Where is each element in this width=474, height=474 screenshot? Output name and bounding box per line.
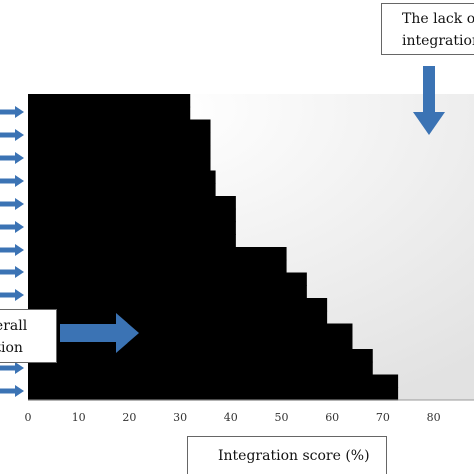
annotation-lack-line-1: The lack o	[402, 11, 474, 27]
bar-row	[28, 387, 399, 401]
x-tick-label: 20	[122, 411, 136, 424]
left-arrow-markers	[0, 106, 24, 397]
bar-row	[28, 298, 328, 312]
left-arrow-icon	[0, 175, 24, 187]
bar-row	[28, 106, 191, 121]
bar-row	[28, 196, 236, 210]
left-arrow-icon	[0, 385, 24, 397]
left-arrow-icon	[0, 244, 24, 256]
x-tick-label: 50	[275, 411, 289, 424]
left-arrow-icon	[0, 152, 24, 164]
left-arrow-icon	[0, 106, 24, 118]
x-tick-label: 70	[376, 411, 390, 424]
bar-row	[28, 145, 211, 159]
annotation-lack-of-integration: The lack o integration	[381, 3, 474, 55]
bar-row	[28, 310, 328, 325]
x-tick-label: 40	[224, 411, 238, 424]
left-arrow-icon	[0, 221, 24, 233]
bar-row	[28, 361, 373, 376]
bar-row	[28, 285, 307, 299]
x-axis-label: Integration score (%)	[187, 436, 387, 474]
bar-row	[28, 94, 191, 108]
left-arrow-icon	[0, 362, 24, 374]
x-axis-ticks: 0 10 20 30 40 50 60 70 80	[25, 411, 441, 424]
annotation-overall-integration: verall ation	[0, 309, 57, 363]
x-tick-label: 80	[427, 411, 441, 424]
left-arrow-icon	[0, 266, 24, 278]
bar-row	[28, 183, 216, 197]
bars-group	[28, 94, 399, 401]
bar-row	[28, 170, 216, 184]
bar-row	[28, 208, 236, 223]
left-arrow-icon	[0, 289, 24, 301]
x-tick-label: 10	[72, 411, 86, 424]
bar-row	[28, 157, 211, 172]
bar-row	[28, 259, 287, 274]
bar-row	[28, 132, 211, 146]
x-tick-label: 30	[173, 411, 187, 424]
arrow-right-icon	[60, 313, 139, 353]
x-tick-label: 60	[325, 411, 339, 424]
left-arrow-icon	[0, 198, 24, 210]
arrow-down-icon	[413, 66, 445, 135]
bar-row	[28, 349, 373, 363]
annotation-overall-line-1: verall	[0, 318, 28, 334]
bar-row	[28, 234, 236, 248]
left-arrow-icon	[0, 129, 24, 141]
bar-row	[28, 374, 399, 388]
annotation-overall-line-2: ation	[0, 340, 23, 356]
bar-row	[28, 221, 236, 235]
bar-row	[28, 119, 211, 133]
x-tick-label: 0	[25, 411, 32, 424]
bar-row	[28, 247, 287, 261]
annotation-lack-line-2: integration	[402, 33, 474, 49]
bar-row	[28, 272, 307, 286]
